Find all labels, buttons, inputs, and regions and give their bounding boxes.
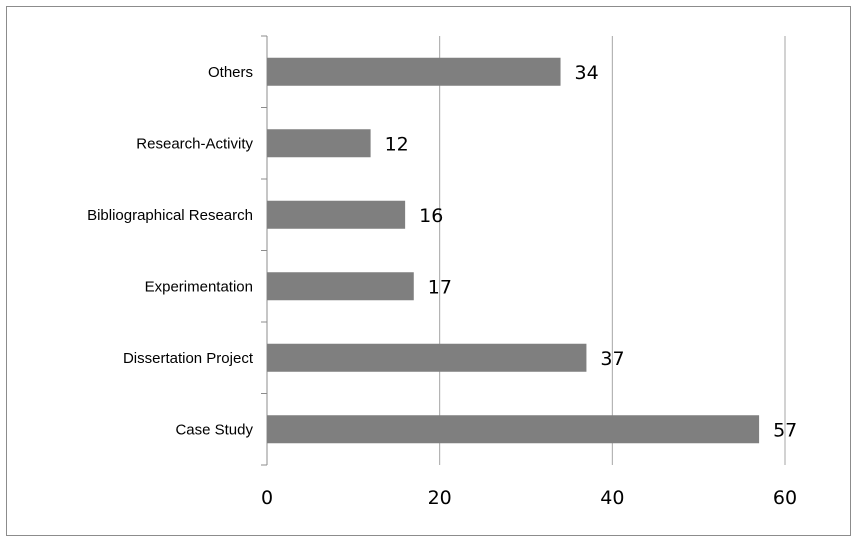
x-tick-label-40: 40	[600, 487, 624, 509]
value-label-dissertation-project: 37	[600, 348, 624, 370]
value-label-bibliographical-research: 16	[419, 205, 443, 227]
value-label-experimentation: 17	[428, 276, 452, 298]
bars	[267, 57, 760, 444]
value-label-case-study: 57	[773, 419, 797, 441]
x-tick-label-0: 0	[261, 487, 273, 509]
labels: 0 20 40 60 Case Study 57 Dissertation Project 3…	[87, 62, 797, 509]
category-label-bibliographical-research: Bibliographical Research	[87, 207, 253, 224]
bar-chart: 0 20 40 60 Case Study 57 Dissertation Project 3…	[87, 35, 797, 509]
category-label-others: Others	[208, 64, 253, 81]
bar-experimentation	[267, 272, 414, 301]
axes	[261, 35, 268, 466]
x-tick-label-20: 20	[428, 487, 452, 509]
category-label-case-study: Case Study	[175, 421, 253, 438]
x-tick-label-60: 60	[773, 487, 797, 509]
category-label-dissertation-project: Dissertation Project	[123, 350, 254, 367]
category-label-experimentation: Experimentation	[145, 278, 253, 295]
value-label-research-activity: 12	[385, 133, 409, 155]
bar-others	[267, 57, 561, 86]
value-label-others: 34	[575, 62, 599, 84]
bar-research-activity	[267, 129, 371, 158]
bar-case-study	[267, 415, 760, 444]
gridlines	[439, 36, 786, 465]
category-label-research-activity: Research-Activity	[136, 135, 253, 152]
bar-bibliographical-research	[267, 200, 406, 229]
chart-frame	[6, 6, 851, 536]
bar-dissertation-project	[267, 343, 587, 372]
